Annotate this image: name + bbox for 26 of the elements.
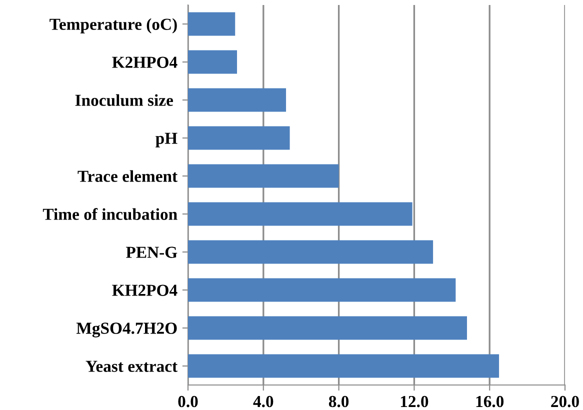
x-tick-label: 4.0: [253, 396, 274, 408]
y-tick-label: Time of incubation: [42, 208, 178, 220]
bar: [188, 240, 434, 264]
x-tick-label: 16.0: [476, 396, 504, 408]
y-tick-label: pH: [156, 132, 178, 148]
bar: [188, 12, 236, 36]
y-tick-label: Inoculum size: [75, 94, 173, 106]
y-tick-label: Trace element: [78, 170, 178, 182]
x-tick-label: 8.0: [328, 396, 349, 408]
bar: [188, 316, 467, 340]
bar: [188, 50, 238, 74]
bar: [188, 202, 412, 226]
x-tick-label: 0.0: [178, 396, 198, 408]
y-tick-label: K2HPO4: [112, 56, 178, 68]
bar: [188, 126, 290, 150]
y-tick-label: MgSO4.7H2O: [76, 322, 177, 338]
bar: [188, 278, 456, 302]
y-tick-label: Temperature (oC): [50, 18, 177, 34]
bar: [188, 354, 500, 378]
bar: [188, 88, 286, 112]
x-tick-label: 12.0: [400, 396, 428, 408]
y-tick-label: Yeast extract: [86, 360, 178, 372]
y-tick-label: KH2PO4: [112, 284, 178, 296]
x-tick-label: 20.0: [551, 396, 579, 408]
y-tick-label: PEN-G: [126, 246, 178, 258]
bar: [188, 164, 339, 188]
